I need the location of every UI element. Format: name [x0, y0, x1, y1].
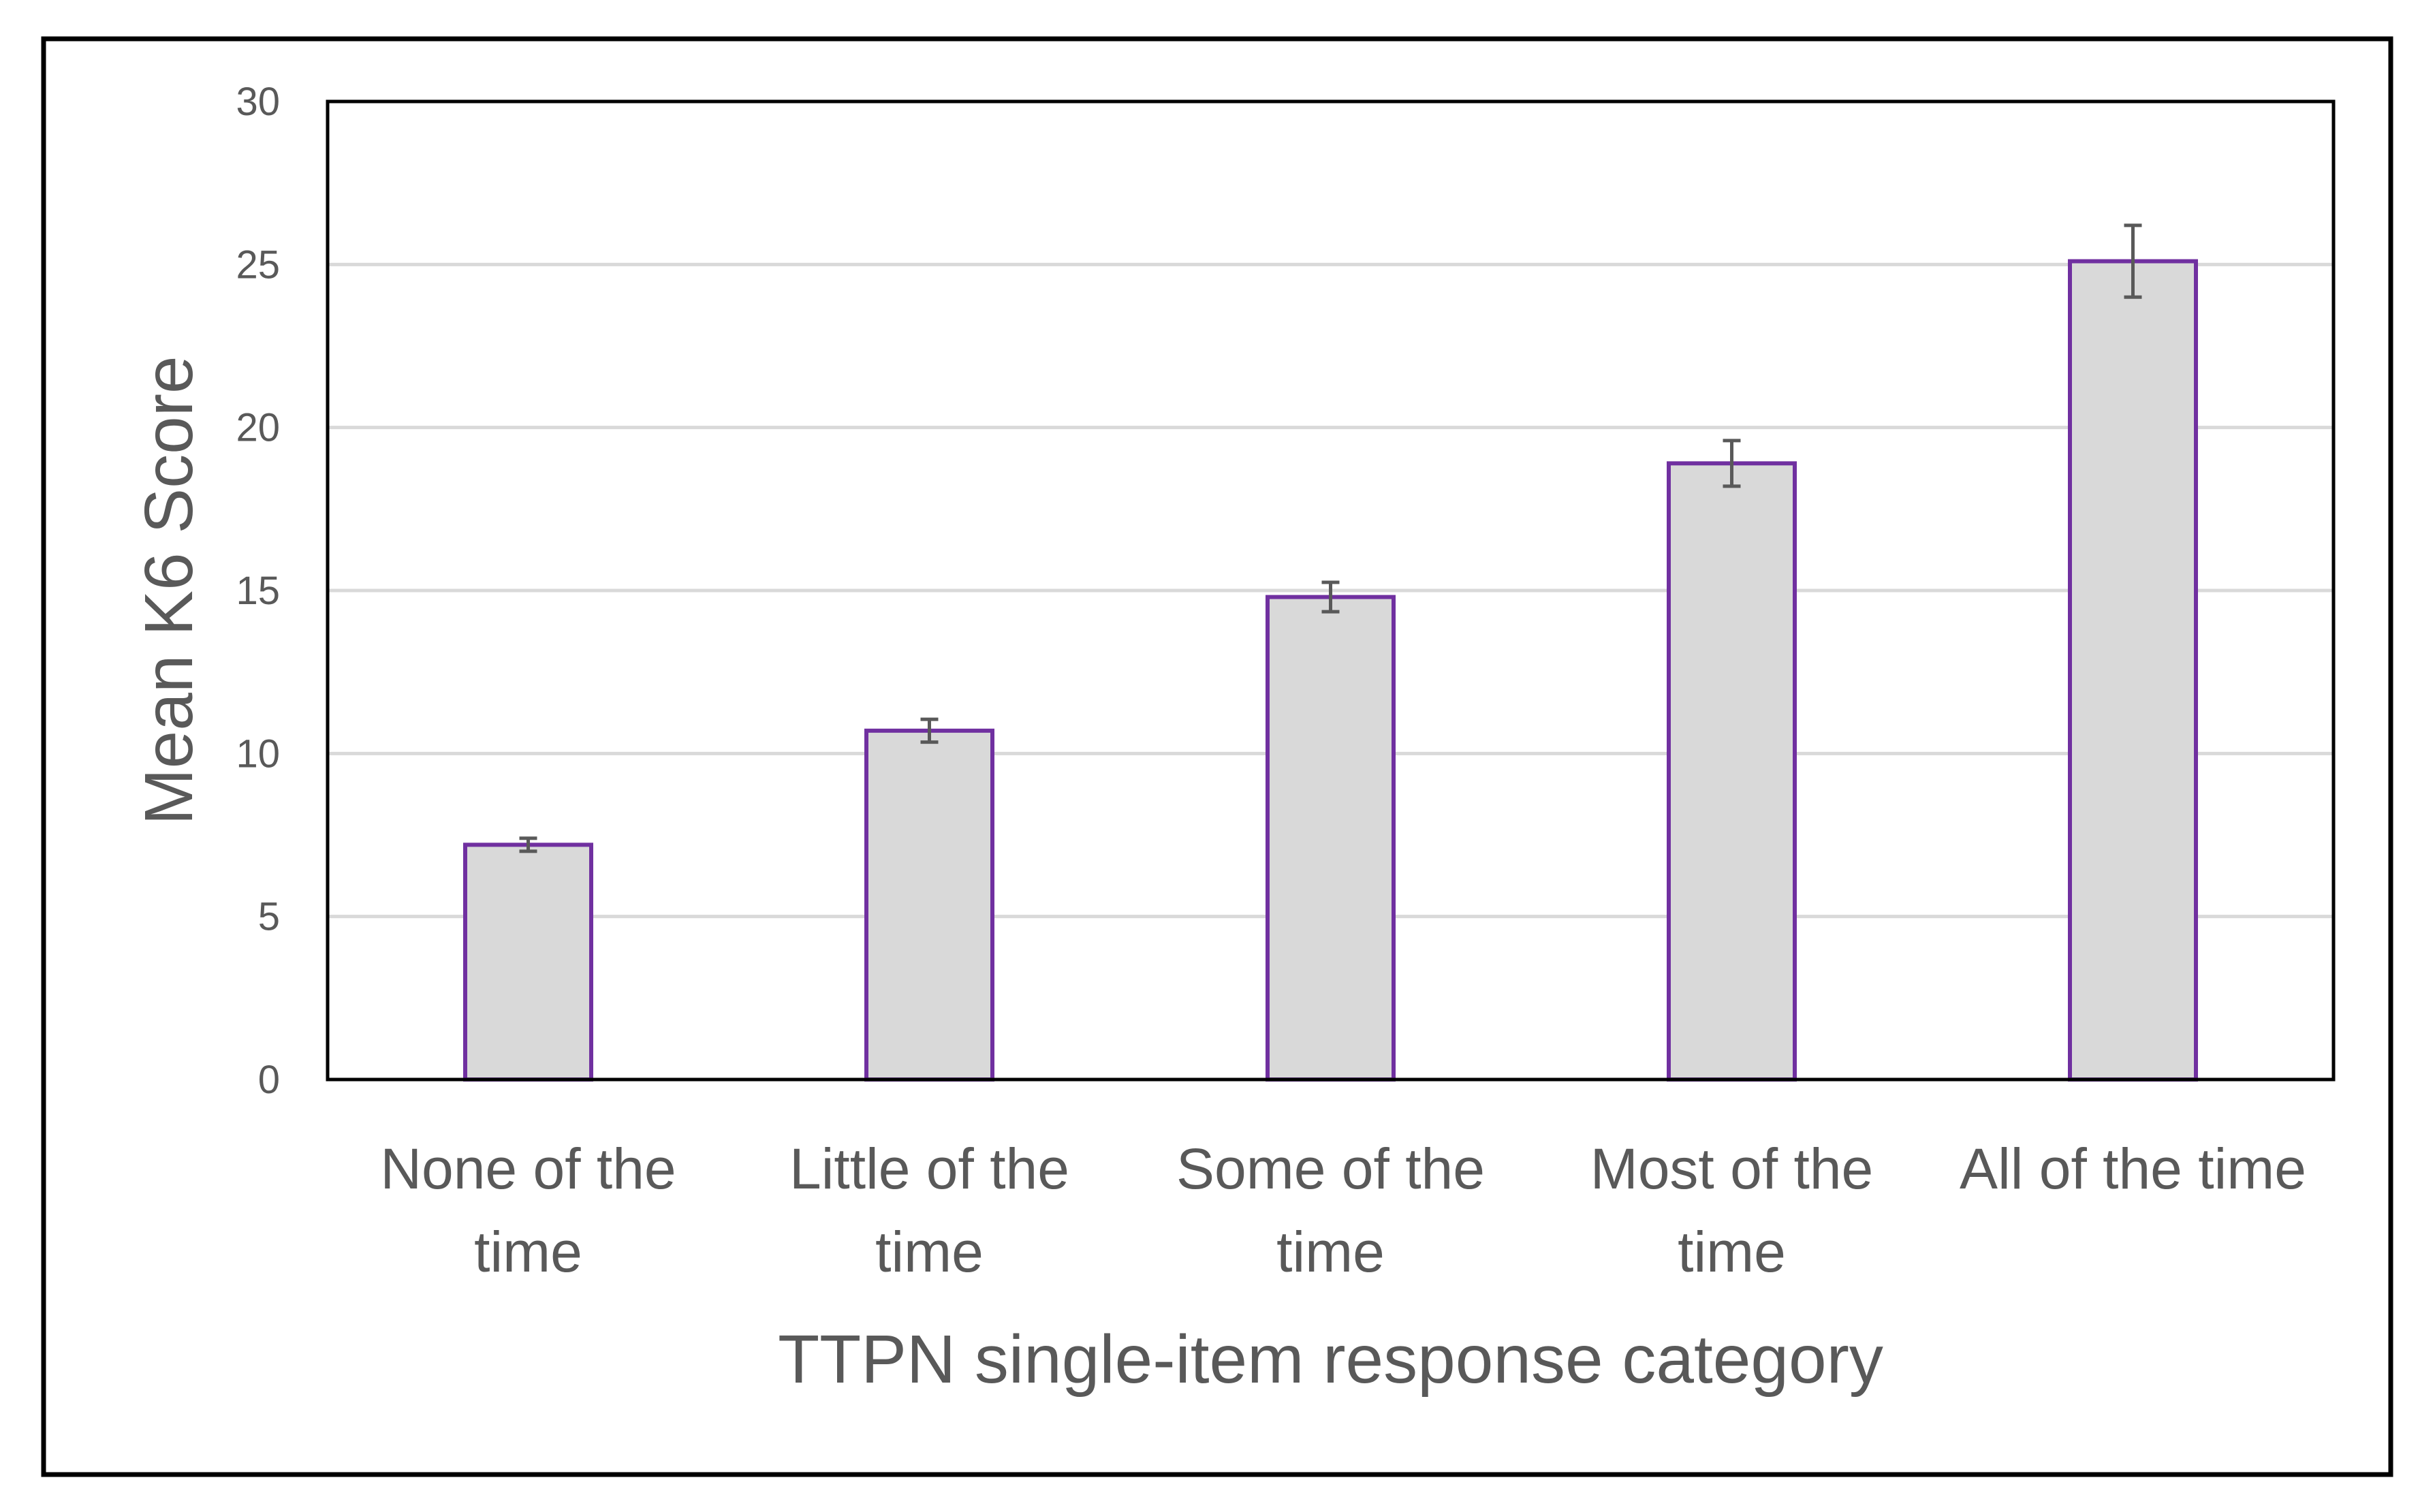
y-tick-label: 5 — [258, 895, 280, 939]
x-category-label: time — [1678, 1220, 1786, 1284]
y-tick-label: 20 — [236, 406, 280, 450]
error-bars — [519, 223, 2142, 853]
y-tick-labels: 0 5 10 15 20 25 30 — [236, 80, 280, 1102]
error-bar — [519, 836, 537, 853]
y-tick-label: 15 — [236, 569, 280, 613]
x-category-label: time — [474, 1220, 582, 1284]
x-category-label: None of the — [380, 1137, 676, 1201]
error-bar — [2124, 223, 2142, 299]
bar — [463, 842, 593, 1082]
x-category-label: All of the time — [1960, 1137, 2306, 1201]
error-bar — [1723, 439, 1741, 488]
error-bar — [1321, 580, 1340, 614]
y-tick-label: 10 — [236, 731, 280, 776]
outer-border — [41, 36, 2393, 1477]
bar — [1667, 461, 1797, 1082]
bar — [864, 728, 994, 1082]
y-tick-label: 30 — [236, 80, 280, 124]
x-category-label: Some of the — [1176, 1137, 1485, 1201]
error-bar — [920, 717, 939, 744]
x-category-labels: None of the time Little of the time Some of … — [380, 1137, 2306, 1284]
y-tick-label: 25 — [236, 242, 280, 287]
bar — [1266, 595, 1396, 1082]
y-tick-label: 0 — [258, 1058, 280, 1102]
x-axis-title: TTPN single-item response category — [778, 1321, 1883, 1398]
x-category-label: time — [1276, 1220, 1385, 1284]
bars — [463, 259, 2198, 1082]
x-category-label: Little of the — [789, 1137, 1069, 1201]
y-axis-title: Mean K6 Score — [131, 356, 207, 825]
plot-area-border — [326, 99, 2336, 1082]
bar — [2068, 259, 2198, 1082]
x-category-label: Most of the — [1590, 1137, 1874, 1201]
x-category-label: time — [875, 1220, 984, 1284]
